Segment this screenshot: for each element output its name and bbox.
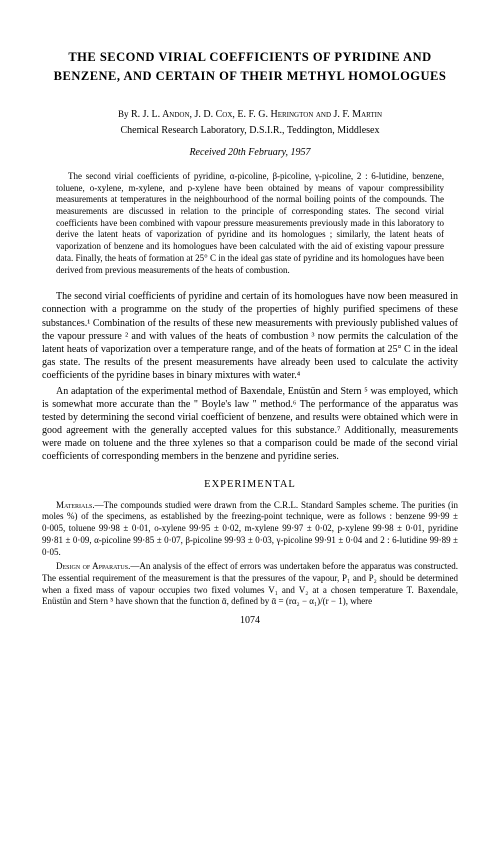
byline-by: By — [118, 109, 129, 119]
materials-label: Materials.— — [56, 500, 104, 510]
affiliation: Chemical Research Laboratory, D.S.I.R., … — [42, 124, 458, 138]
materials-text: The compounds studied were drawn from th… — [42, 500, 458, 557]
page-number: 1074 — [42, 614, 458, 628]
body-paragraph-2: An adaptation of the experimental method… — [42, 385, 458, 464]
section-heading-experimental: EXPERIMENTAL — [42, 478, 458, 492]
design-paragraph: Design of Apparatus.—An analysis of the … — [42, 561, 458, 608]
body-paragraph-1: The second virial coefficients of pyridi… — [42, 290, 458, 382]
authors: R. J. L. Andon, J. D. Cox, E. F. G. Heri… — [131, 109, 382, 120]
received-date: Received 20th February, 1957 — [42, 146, 458, 160]
design-label: Design of Apparatus.— — [56, 561, 139, 571]
materials-paragraph: Materials.—The compounds studied were dr… — [42, 500, 458, 558]
abstract: The second virial coefficients of pyridi… — [42, 171, 458, 276]
byline: By R. J. L. Andon, J. D. Cox, E. F. G. H… — [42, 108, 458, 122]
paper-title: THE SECOND VIRIAL COEFFICIENTS OF PYRIDI… — [42, 48, 458, 86]
